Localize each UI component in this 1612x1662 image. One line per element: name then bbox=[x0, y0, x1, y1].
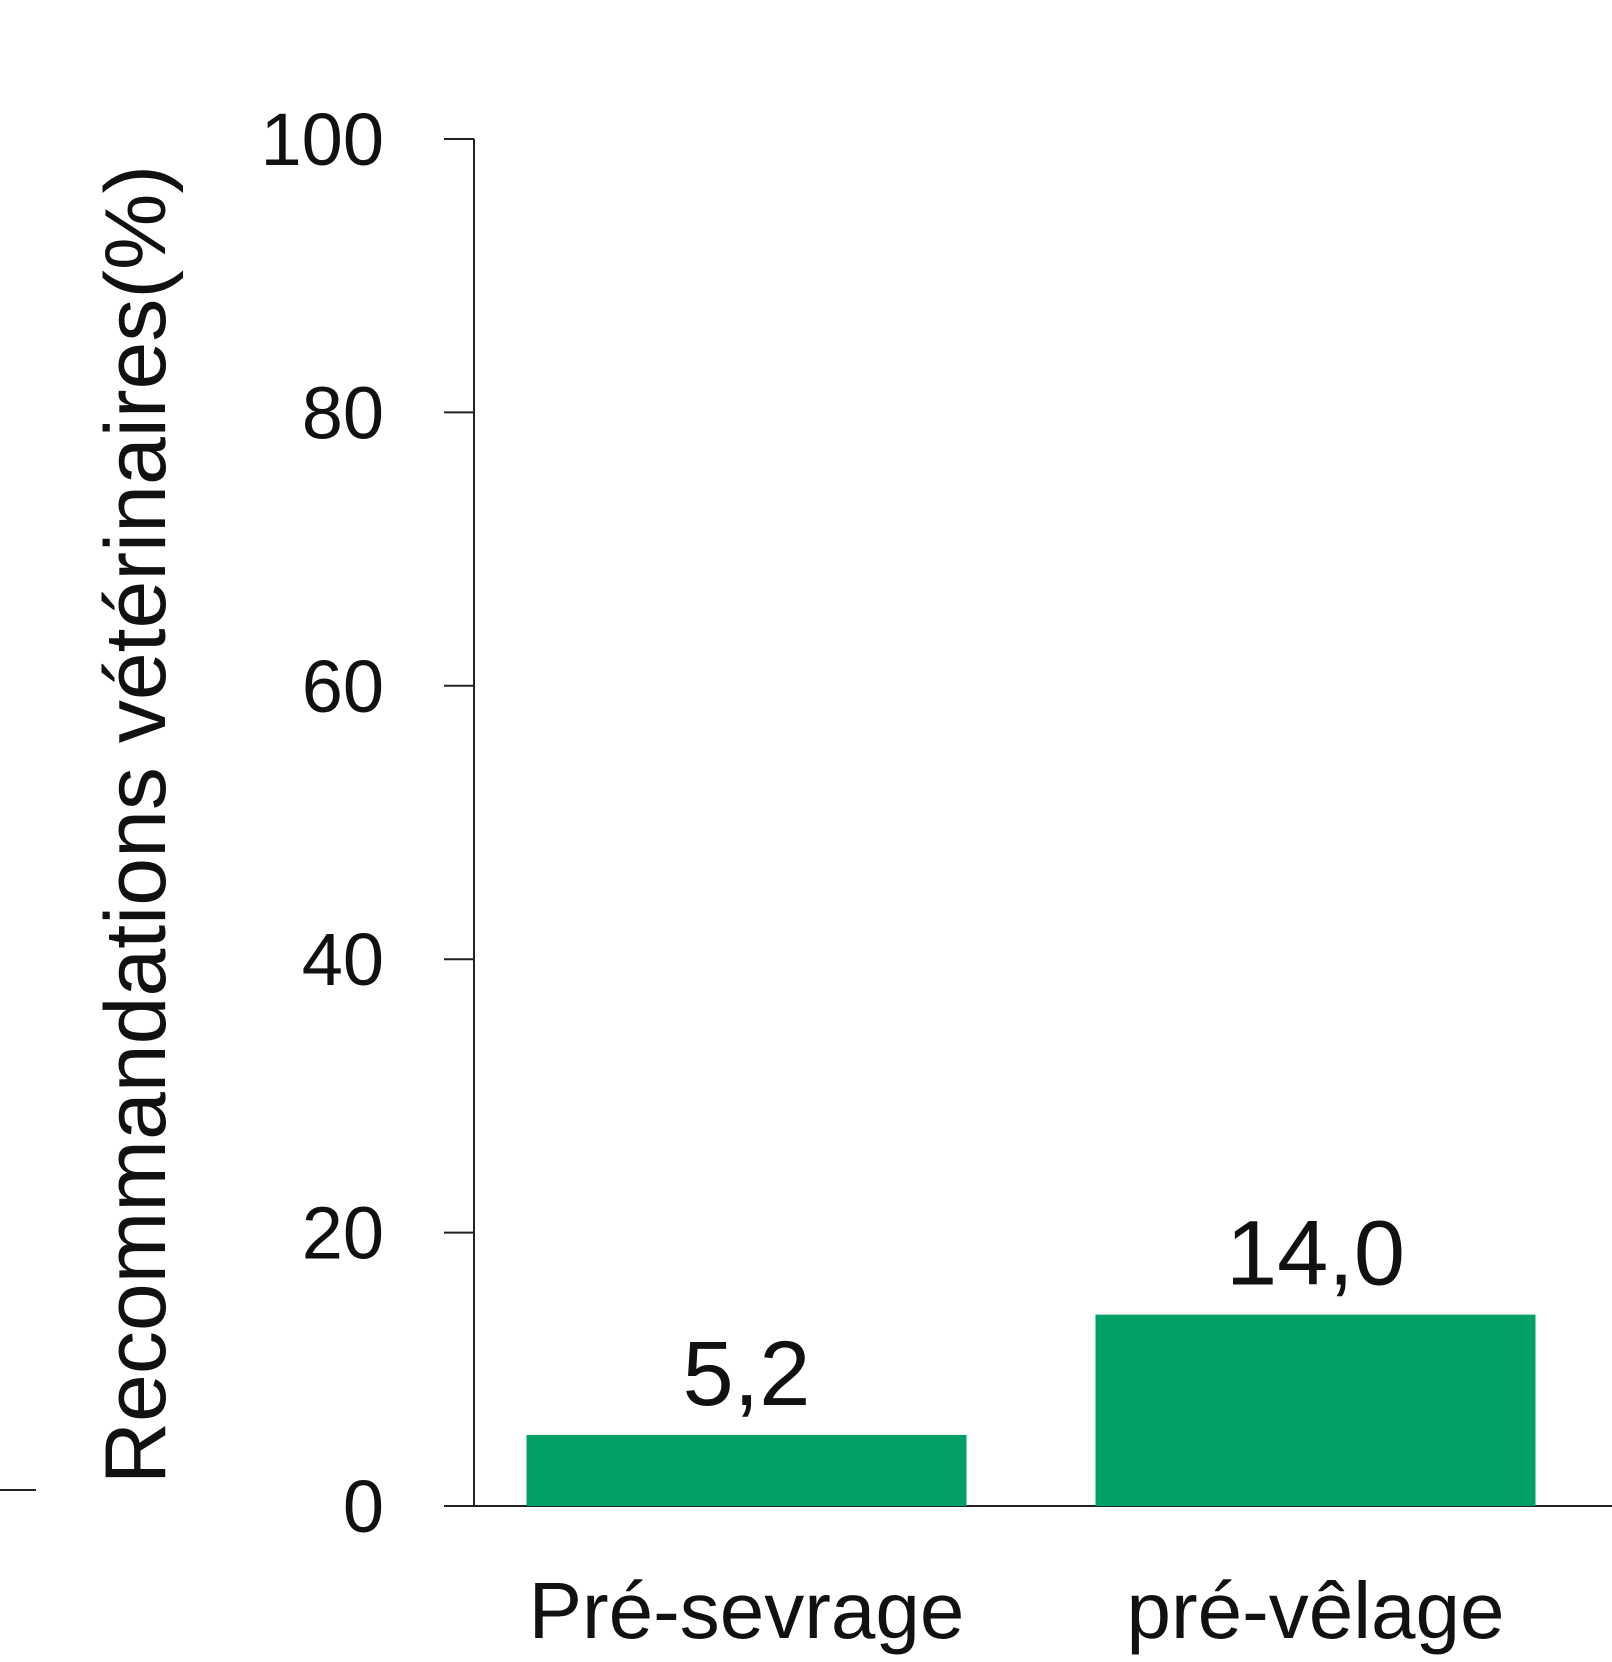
bar-value-label: 14,0 bbox=[1226, 1203, 1405, 1305]
category-label: pré-vêlage bbox=[1126, 1566, 1504, 1655]
bar bbox=[526, 1434, 967, 1506]
y-tick-label: 60 bbox=[302, 645, 384, 728]
category-label: Pré-sevrage bbox=[529, 1566, 965, 1655]
y-ticks: 0 20 40 60 80 100 bbox=[261, 98, 474, 1548]
y-axis-label: Recommandations vétérinaires(%) bbox=[88, 165, 184, 1484]
y-tick-label: 80 bbox=[302, 371, 384, 454]
bar-value-label: 5,2 bbox=[683, 1323, 811, 1425]
y-tick-label: 40 bbox=[302, 918, 384, 1001]
y-tick-label: 20 bbox=[302, 1192, 384, 1275]
bar bbox=[1095, 1314, 1536, 1506]
category-labels: Pré-sevrage pré-vêlage bbox=[529, 1566, 1505, 1655]
bars: 5,2 14,0 bbox=[526, 1203, 1536, 1506]
y-tick-label: 100 bbox=[261, 98, 384, 181]
y-tick-label: 0 bbox=[343, 1465, 384, 1548]
